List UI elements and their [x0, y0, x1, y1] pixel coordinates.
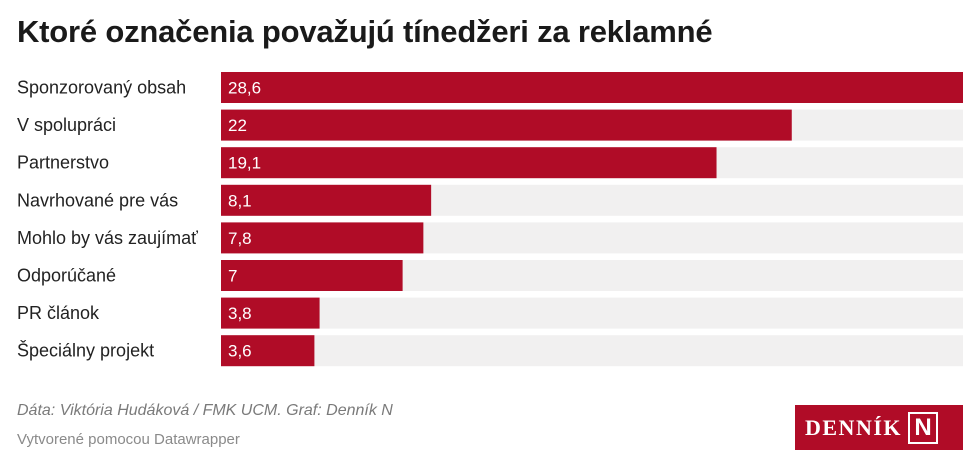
- bar: [221, 72, 963, 103]
- bar: [221, 109, 792, 141]
- category-label: Mohlo by vás zaujímať: [17, 228, 198, 248]
- dennik-n-logo[interactable]: DENNÍK N: [795, 405, 963, 450]
- source-note: Dáta: Viktória Hudáková / FMK UCM. Graf:…: [17, 402, 393, 419]
- bar: [221, 222, 424, 254]
- category-label: V spolupráci: [17, 115, 116, 135]
- logo-text: DENNÍK: [805, 414, 903, 440]
- bar: [221, 147, 717, 179]
- category-label: Sponzorovaný obsah: [17, 78, 186, 98]
- bar-track: [221, 297, 963, 329]
- value-label: 7: [228, 267, 237, 286]
- category-label: Partnerstvo: [17, 153, 109, 173]
- category-label: Odporúčané: [17, 266, 116, 286]
- bar: [221, 335, 315, 367]
- bar-rows: Sponzorovaný obsah 28,6 V spolupráci 22 Part…: [17, 72, 963, 367]
- category-label: Navrhované pre vás: [17, 190, 178, 210]
- credit-note: Vytvorené pomocou Datawrapper: [17, 431, 240, 448]
- bar: [221, 184, 432, 216]
- value-label: 22: [228, 116, 247, 135]
- bar: [221, 260, 403, 291]
- category-label: PR článok: [17, 303, 100, 323]
- value-label: 8,1: [228, 191, 252, 210]
- value-label: 28,6: [228, 79, 261, 98]
- chart-title: Ktoré označenia považujú tínedžeri za re…: [17, 14, 713, 49]
- value-label: 3,6: [228, 342, 252, 361]
- bar-track: [221, 335, 963, 367]
- bar-chart: Sponzorovaný obsah 28,6 V spolupráci 22 Part…: [17, 72, 963, 367]
- logo-mark: N: [908, 411, 939, 444]
- category-label: Špeciálny projekt: [17, 340, 154, 361]
- value-label: 3,8: [228, 304, 252, 323]
- bar: [221, 297, 320, 329]
- value-label: 7,8: [228, 229, 252, 248]
- value-label: 19,1: [228, 154, 261, 173]
